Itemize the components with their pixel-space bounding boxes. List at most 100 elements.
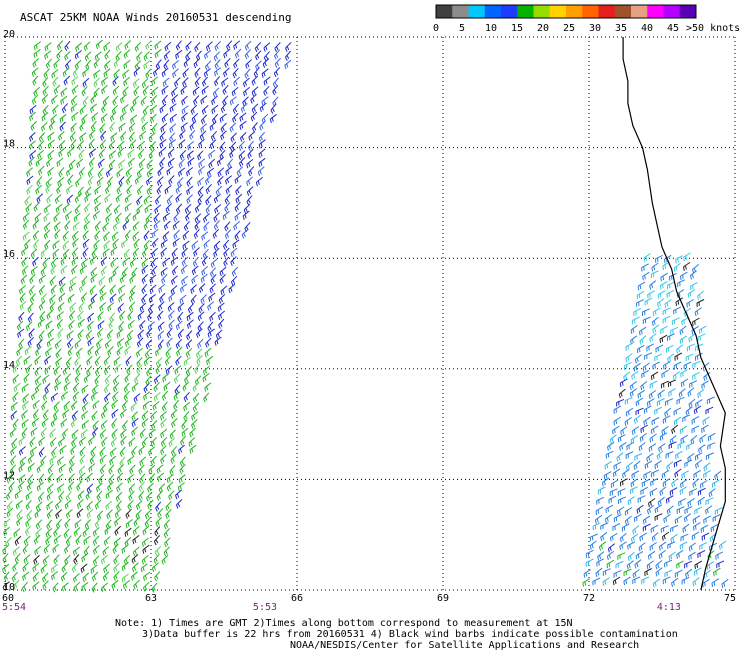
- wind-barb: [177, 482, 186, 492]
- wind-barb: [655, 254, 663, 263]
- wind-barb: [627, 541, 636, 550]
- wind-barb: [50, 563, 58, 574]
- wind-barb: [67, 481, 75, 492]
- wind-barb: [200, 294, 207, 305]
- wind-barb: [135, 347, 143, 358]
- wind-barb: [258, 148, 266, 159]
- wind-barb: [165, 203, 172, 214]
- wind-barb: [143, 356, 151, 367]
- wind-barb: [643, 416, 651, 426]
- wind-barb: [82, 68, 90, 78]
- wind-barb: [684, 459, 693, 468]
- wind-barb: [86, 500, 93, 511]
- wind-barb: [149, 284, 157, 295]
- wind-barb: [644, 568, 652, 577]
- wind-barb: [710, 523, 719, 533]
- wind-barb: [655, 560, 663, 570]
- wind-barb: [649, 542, 657, 551]
- wind-barb: [142, 400, 150, 411]
- wind-barb: [165, 509, 172, 520]
- wind-barb: [201, 76, 208, 87]
- wind-barb: [58, 437, 66, 447]
- wind-barb: [251, 103, 259, 114]
- wind-barb: [201, 266, 209, 276]
- wind-barb: [258, 157, 266, 168]
- legend-swatch: [549, 5, 567, 18]
- wind-barb: [159, 131, 166, 142]
- wind-barb: [712, 514, 721, 522]
- wind-barb: [183, 220, 190, 232]
- wind-barb: [200, 95, 208, 105]
- wind-barb: [100, 408, 108, 419]
- wind-barb: [104, 374, 111, 385]
- wind-barb: [210, 273, 217, 285]
- wind-barb: [219, 274, 226, 284]
- wind-barb: [91, 410, 98, 421]
- wind-barb: [19, 300, 27, 311]
- wind-barb: [43, 229, 51, 240]
- wind-barb: [27, 336, 35, 347]
- wind-barb: [62, 366, 70, 376]
- wind-barb: [56, 319, 63, 330]
- wind-barb: [46, 193, 53, 204]
- wind-barb: [87, 345, 94, 356]
- wind-barb: [12, 561, 19, 572]
- wind-barb: [164, 185, 172, 195]
- wind-barb: [612, 425, 620, 435]
- wind-barb: [705, 497, 714, 505]
- wind-barb: [108, 159, 116, 170]
- wind-barb: [198, 165, 205, 176]
- wind-barb: [154, 545, 162, 556]
- wind-barb: [77, 140, 85, 151]
- wind-barb: [624, 416, 632, 427]
- wind-barb: [122, 420, 129, 431]
- wind-barb: [242, 210, 250, 220]
- wind-barb: [77, 490, 85, 501]
- wind-barb: [654, 513, 663, 521]
- wind-barb: [151, 562, 159, 573]
- wind-barb: [148, 132, 156, 142]
- wind-barb: [161, 94, 168, 106]
- wind-barb: [149, 113, 157, 124]
- pass-time-label: 4:13: [657, 602, 681, 613]
- wind-barb: [99, 284, 106, 295]
- wind-barb: [108, 150, 117, 160]
- wind-barb: [42, 257, 49, 268]
- wind-barb: [99, 464, 106, 475]
- wind-barb: [140, 113, 148, 124]
- wind-barb: [186, 176, 193, 187]
- wind-barb: [585, 558, 594, 567]
- wind-barb: [90, 273, 98, 284]
- wind-barb: [90, 103, 98, 113]
- wind-barb: [173, 212, 180, 223]
- wind-barb: [189, 427, 196, 438]
- wind-barb: [205, 337, 212, 348]
- wind-barb: [633, 362, 641, 372]
- wind-barb: [196, 328, 203, 338]
- wind-barb: [655, 567, 663, 577]
- wind-barb: [642, 515, 651, 525]
- wind-barb: [153, 535, 160, 546]
- wind-barb: [29, 111, 37, 122]
- wind-barb: [638, 542, 646, 552]
- wind-barb: [211, 104, 219, 115]
- wind-barb: [18, 481, 25, 491]
- wind-barb: [102, 401, 110, 412]
- wind-barb: [104, 339, 112, 349]
- wind-barb: [711, 578, 720, 587]
- wind-barb: [215, 185, 223, 196]
- wind-barb: [633, 460, 641, 470]
- wind-barb: [201, 255, 208, 267]
- wind-barb: [72, 230, 79, 241]
- wind-barb: [636, 504, 644, 514]
- wind-barb: [229, 141, 237, 152]
- wind-barb: [582, 578, 590, 587]
- wind-barb: [145, 339, 153, 350]
- wind-barb: [235, 185, 242, 196]
- wind-barb: [93, 239, 100, 250]
- wind-barb: [96, 510, 104, 521]
- wind-barb: [632, 569, 640, 579]
- wind-barb: [203, 49, 212, 60]
- wind-barb: [157, 507, 164, 519]
- wind-barb: [118, 293, 126, 303]
